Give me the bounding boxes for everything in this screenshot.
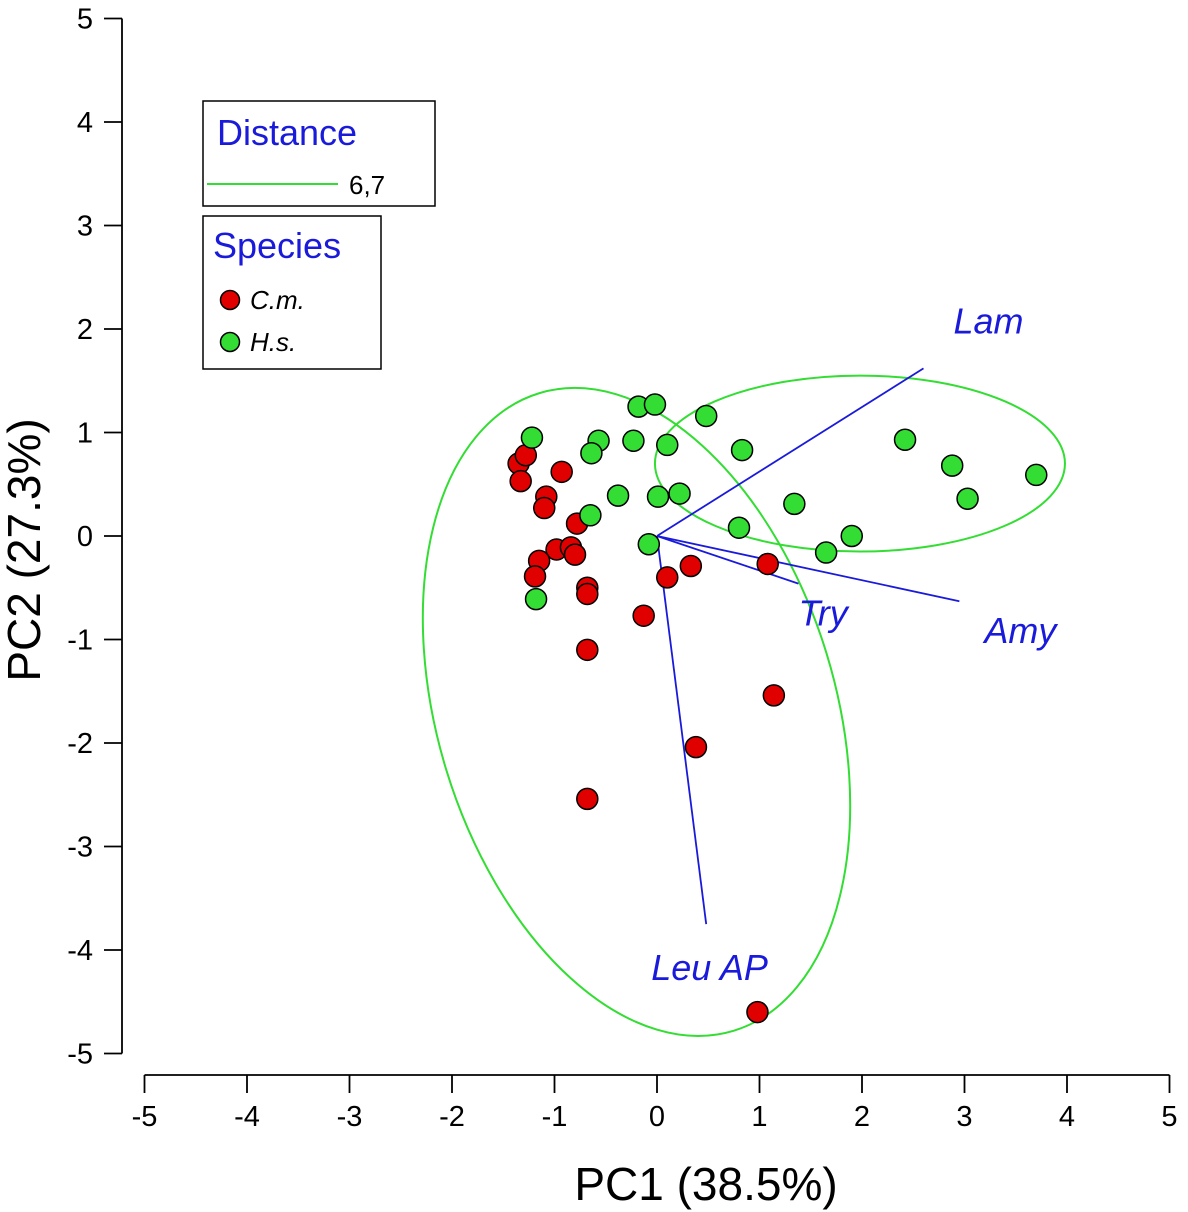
vector-leu-ap [656, 535, 708, 925]
point-hs [606, 484, 630, 507]
point-hs [668, 482, 691, 505]
y-tick-label: 0 [77, 521, 93, 553]
point-hs [893, 428, 917, 451]
point-hs [524, 587, 548, 611]
legend-distance-label: 6,7 [349, 170, 385, 200]
y-axis-title: PC2 (27.3%) [0, 418, 50, 681]
point-cm [576, 638, 599, 662]
x-axis-title: PC1 (38.5%) [574, 1158, 837, 1210]
point-hs [727, 516, 751, 539]
point-cm [550, 460, 573, 484]
x-tick-label: 4 [1059, 1101, 1075, 1133]
point-cm [563, 543, 587, 566]
y-tick-label: 3 [77, 211, 93, 243]
point-cm [762, 684, 786, 707]
x-tick-label: 3 [956, 1101, 972, 1133]
legend-species: Species C.m. H.s. [202, 215, 382, 370]
legend-distance-title: Distance [217, 112, 357, 153]
point-hs [643, 393, 667, 416]
vector-label-leu-ap: Leu AP [651, 947, 768, 988]
point-cm [656, 566, 679, 589]
point-hs [840, 524, 863, 548]
point-cm [746, 1000, 769, 1024]
point-cm [756, 552, 779, 576]
y-tick-label: -5 [67, 1039, 93, 1071]
point-hs [579, 504, 602, 527]
ellipse-cm [421, 386, 852, 1037]
vector-lam [656, 367, 924, 537]
vector-amy [656, 535, 960, 603]
point-hs [622, 429, 645, 453]
y-tick-label: -1 [67, 625, 93, 657]
legend-label-cm: C.m. [250, 285, 305, 315]
loading-vectors: Lam Try Amy Leu AP [651, 300, 1058, 988]
legend-label-hs: H.s. [250, 327, 296, 357]
vector-label-amy: Amy [982, 610, 1058, 651]
point-hs [1025, 463, 1048, 487]
point-hs [656, 433, 679, 457]
y-axis: 5 4 3 2 1 0 -1 -2 -3 -4 -5 [67, 4, 123, 1071]
point-cm [679, 554, 703, 578]
y-tick-label: 1 [77, 418, 93, 450]
legend-swatch-hs [219, 331, 241, 353]
x-axis: -5 -4 -3 -2 -1 0 1 2 3 4 5 [132, 1074, 1178, 1133]
point-hs [956, 487, 979, 510]
confidence-ellipses [421, 374, 1066, 1037]
vector-label-try: Try [798, 593, 849, 634]
y-tick-label: -2 [67, 728, 93, 760]
y-tick-label: 5 [77, 4, 93, 36]
point-hs [730, 438, 754, 462]
y-tick-label: 4 [77, 107, 93, 139]
legend-swatch-cm [219, 289, 241, 311]
ellipse-hs [653, 374, 1066, 553]
point-hs [637, 533, 661, 556]
vector-try [656, 535, 799, 585]
y-tick-label: 2 [77, 314, 93, 346]
legend-species-title: Species [213, 225, 341, 266]
point-cm [509, 469, 532, 493]
legend-distance: Distance 6,7 [202, 100, 436, 207]
y-tick-label: -3 [67, 832, 93, 864]
point-hs [646, 485, 670, 508]
vector-label-lam: Lam [954, 300, 1024, 341]
point-cm [576, 582, 599, 606]
point-cm [632, 604, 655, 627]
point-cm [684, 735, 708, 759]
x-tick-label: 0 [649, 1101, 665, 1133]
point-hs [520, 426, 544, 449]
point-hs [814, 541, 838, 564]
point-cm [523, 565, 547, 588]
x-tick-label: 1 [751, 1101, 767, 1133]
point-cm [576, 787, 599, 811]
legend-distance-box [202, 100, 436, 207]
point-hs [940, 454, 964, 477]
x-tick-label: -5 [132, 1101, 158, 1133]
point-hs [694, 404, 718, 428]
x-tick-label: 5 [1161, 1101, 1177, 1133]
x-tick-label: -2 [439, 1101, 465, 1133]
point-hs [783, 492, 806, 516]
x-tick-label: -4 [234, 1101, 260, 1133]
scatter-points [507, 393, 1048, 1024]
point-hs [580, 441, 603, 465]
point-cm [533, 496, 556, 520]
x-tick-label: -3 [337, 1101, 363, 1133]
x-tick-label: -1 [542, 1101, 568, 1133]
y-tick-label: -4 [67, 935, 93, 967]
x-tick-label: 2 [854, 1101, 870, 1133]
